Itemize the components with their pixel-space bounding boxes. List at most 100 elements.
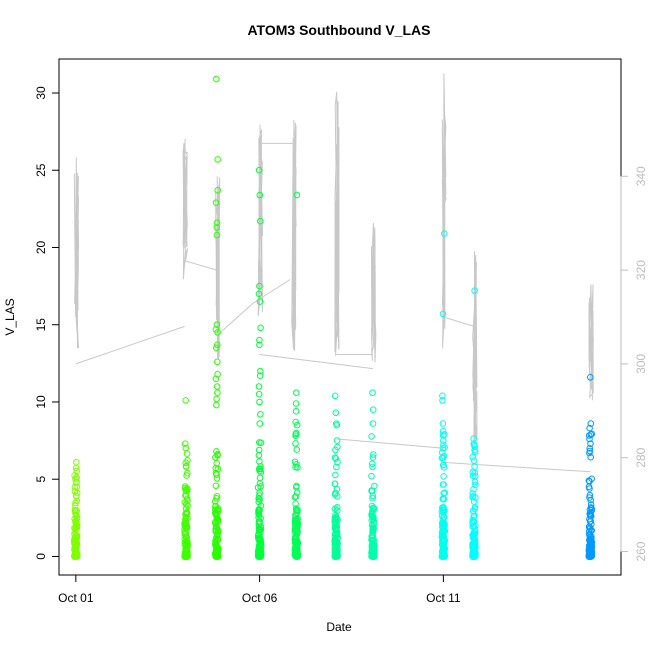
point-cluster [254, 166, 265, 560]
data-point [440, 431, 448, 438]
data-point [72, 545, 80, 553]
data-point [471, 512, 478, 520]
data-point [256, 525, 263, 532]
data-point [214, 536, 222, 544]
gray-burst [441, 73, 447, 349]
data-point [256, 372, 264, 380]
data-point [440, 550, 448, 558]
data-point [73, 497, 81, 505]
data-point [182, 486, 190, 494]
data-point [369, 420, 377, 427]
data-point [471, 446, 478, 454]
data-point [73, 515, 80, 522]
data-point [256, 398, 263, 406]
data-point [370, 517, 378, 525]
data-point [255, 446, 263, 454]
data-point [585, 542, 593, 550]
data-point [469, 493, 476, 501]
data-point [212, 502, 219, 510]
data-point [256, 298, 264, 305]
gray-burst [73, 157, 80, 349]
data-point [586, 491, 594, 499]
gray-burst [182, 138, 189, 280]
data-point [72, 475, 79, 483]
gray-connector [75, 325, 185, 365]
data-point [291, 526, 299, 534]
data-point [292, 545, 300, 552]
data-point [334, 493, 341, 500]
y-right-tick-label: 260 [634, 541, 648, 561]
data-point [331, 480, 339, 488]
data-point [369, 406, 377, 414]
data-point [369, 460, 376, 468]
y-right-tick-label: 320 [634, 260, 648, 280]
data-point [256, 336, 263, 344]
data-point [292, 500, 299, 508]
data-point [293, 461, 300, 468]
y-right-tick-label: 280 [634, 447, 648, 467]
data-point [585, 477, 593, 485]
data-point [182, 463, 190, 471]
data-point [213, 224, 221, 231]
data-point [214, 187, 221, 194]
data-point [214, 329, 221, 336]
data-point [212, 549, 220, 556]
data-point [254, 532, 262, 540]
point-cluster [331, 392, 341, 560]
x-tick-label: Oct 01 [58, 591, 94, 605]
data-point [256, 420, 264, 427]
data-point [213, 219, 221, 227]
data-point [440, 437, 447, 444]
data-point [183, 472, 190, 479]
data-point [332, 524, 340, 532]
data-point [255, 495, 263, 502]
data-point [333, 463, 340, 471]
data-point [368, 541, 376, 549]
data-point [439, 420, 447, 427]
data-point [439, 553, 447, 560]
data-point [183, 536, 191, 544]
data-point [294, 507, 301, 515]
data-point [369, 463, 376, 471]
data-point [292, 432, 300, 440]
data-point [440, 452, 448, 460]
data-point [471, 443, 479, 451]
y-tick-label: 0 [34, 553, 48, 560]
data-point [72, 502, 79, 509]
data-point [294, 464, 301, 471]
data-point [257, 217, 264, 225]
data-point [370, 543, 378, 551]
data-point [256, 492, 263, 500]
data-point [587, 551, 594, 558]
data-point [441, 230, 448, 237]
data-point [588, 552, 595, 560]
data-point [470, 523, 478, 530]
data-point [440, 495, 448, 502]
data-point [470, 457, 478, 465]
data-point [470, 546, 477, 554]
data-point [214, 156, 221, 163]
data-point [369, 494, 376, 502]
data-point [440, 543, 448, 550]
data-point [332, 471, 339, 479]
data-point [333, 535, 341, 542]
data-point [369, 529, 376, 536]
data-point [71, 483, 79, 491]
data-point [214, 341, 221, 349]
data-point [292, 493, 300, 500]
data-point [212, 464, 220, 472]
data-point [470, 440, 478, 448]
y-tick-label: 25 [34, 163, 48, 177]
data-point [471, 505, 479, 513]
chart-title: ATOM3 Southbound V_LAS [247, 22, 430, 38]
points-layer [71, 75, 596, 560]
data-point [370, 514, 377, 521]
data-point [292, 407, 300, 415]
data-point [294, 553, 301, 560]
data-point [440, 522, 447, 530]
gray-connector [184, 260, 217, 271]
data-point [333, 421, 341, 429]
data-point [587, 440, 594, 448]
data-point [587, 453, 595, 461]
